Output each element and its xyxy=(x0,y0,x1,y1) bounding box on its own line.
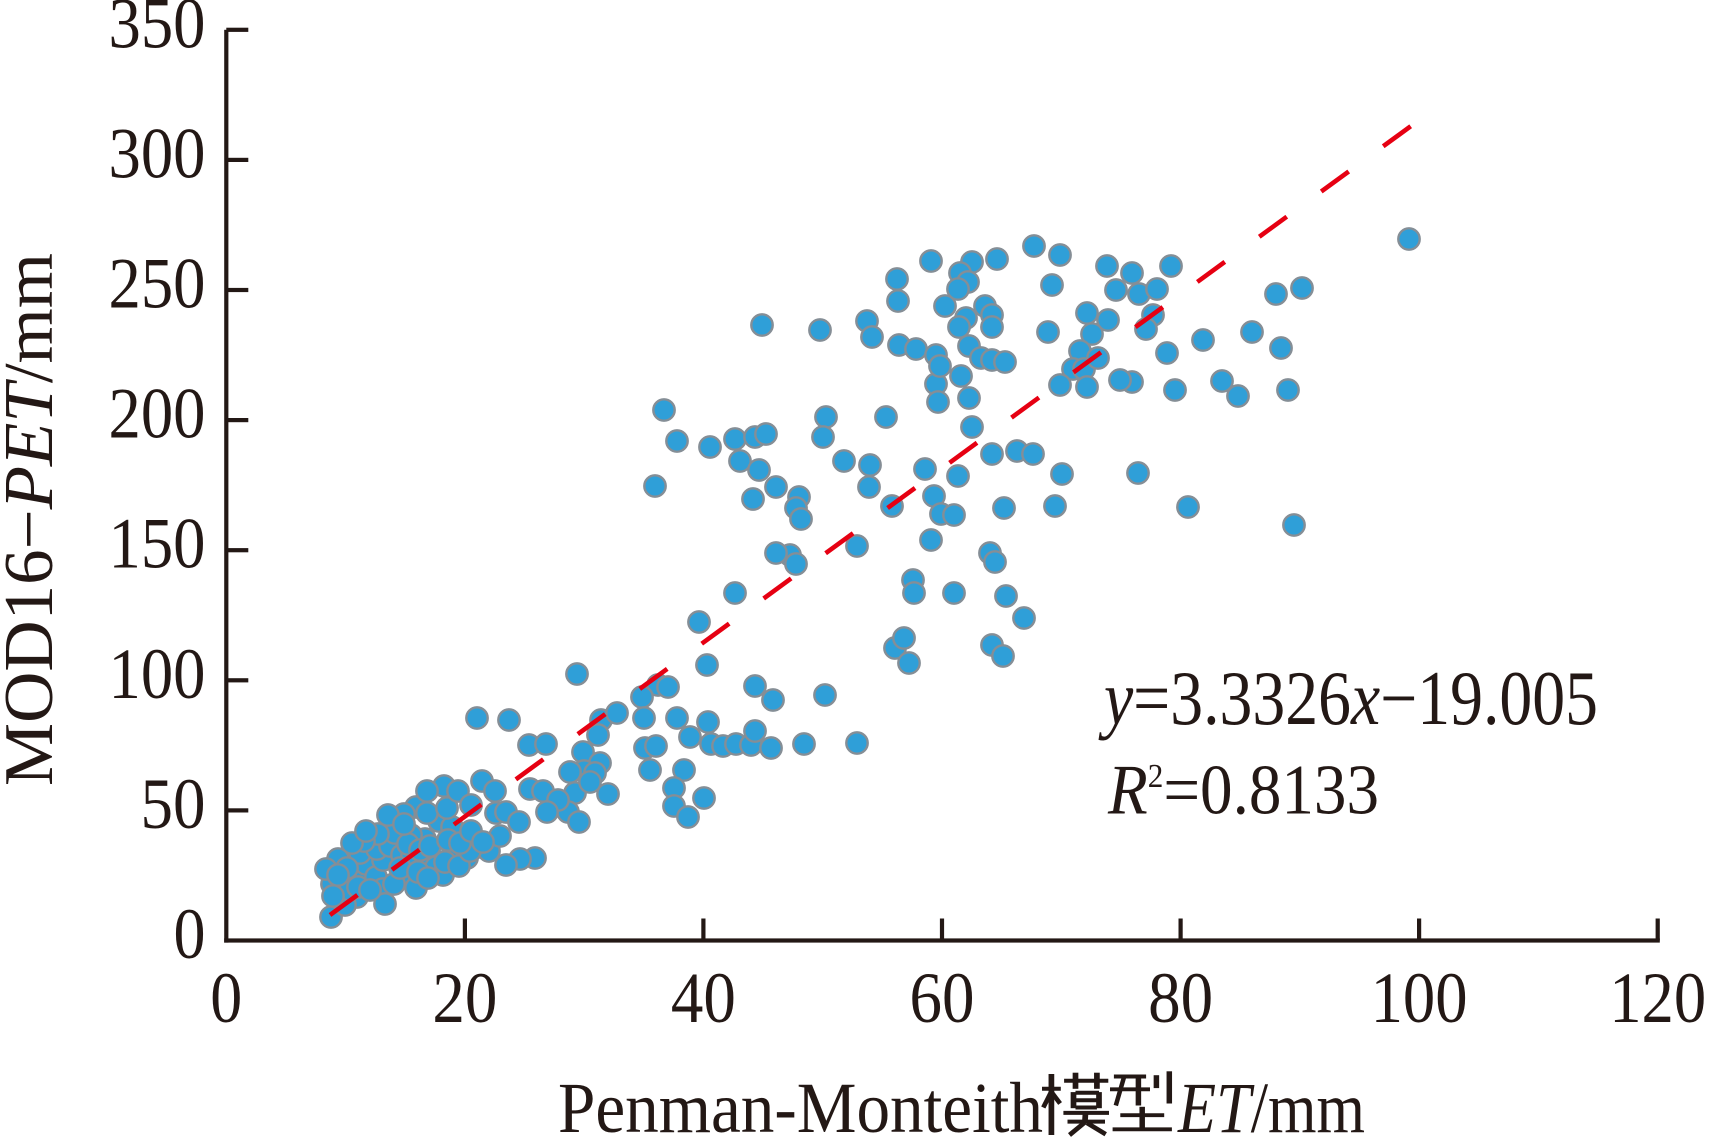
svg-text:350: 350 xyxy=(109,0,206,63)
svg-text:60: 60 xyxy=(910,959,975,1038)
svg-text:100: 100 xyxy=(1371,959,1468,1038)
svg-text:200: 200 xyxy=(109,375,206,454)
svg-text:20: 20 xyxy=(432,959,497,1038)
svg-text:R2=0.8133: R2=0.8133 xyxy=(1107,752,1379,830)
svg-text:40: 40 xyxy=(671,959,736,1038)
svg-text:250: 250 xyxy=(109,245,206,324)
svg-text:0: 0 xyxy=(210,959,242,1038)
svg-text:ET/mm: ET/mm xyxy=(1177,1068,1365,1141)
svg-text:150: 150 xyxy=(109,505,206,584)
svg-text:y=3.3326x−19.005: y=3.3326x−19.005 xyxy=(1098,655,1598,741)
svg-text:50: 50 xyxy=(141,765,206,844)
svg-text:300: 300 xyxy=(109,114,206,193)
svg-text:80: 80 xyxy=(1148,959,1213,1038)
svg-text:Penman-Monteith: Penman-Monteith xyxy=(558,1068,1043,1141)
svg-text:MOD16−PET/mm: MOD16−PET/mm xyxy=(0,253,68,786)
svg-text:100: 100 xyxy=(109,635,206,714)
svg-text:0: 0 xyxy=(174,895,206,974)
svg-text:120: 120 xyxy=(1609,959,1706,1038)
